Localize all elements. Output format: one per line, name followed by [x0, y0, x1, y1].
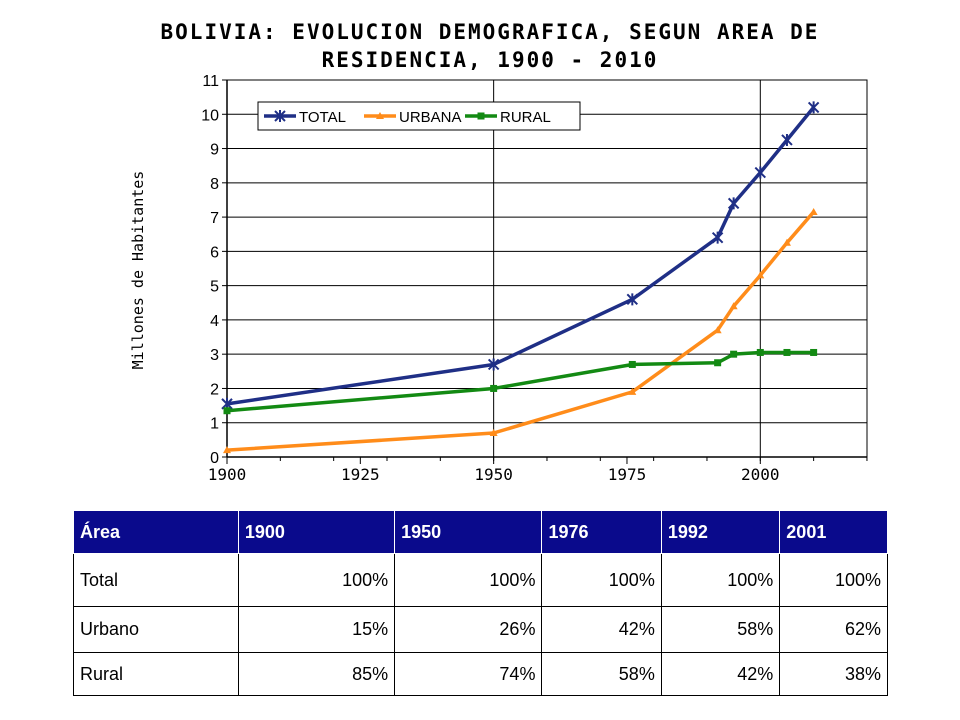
data-point-marker — [781, 133, 793, 146]
data-point-marker — [376, 112, 384, 119]
data-point-marker — [729, 302, 738, 310]
legend-label: RURAL — [500, 109, 551, 126]
table-cell: 26% — [394, 606, 543, 653]
data-point-marker — [756, 271, 765, 279]
legend-box — [257, 101, 581, 131]
data-point-marker — [730, 350, 738, 358]
data-point-marker — [810, 348, 818, 356]
table-header-row: Área 1900 1950 1976 1992 2001 — [73, 510, 888, 554]
data-point-marker — [807, 101, 820, 114]
axes: 0 1 2 3 4 5 6 7 8 9 10 11 1900 1925 1950 1975 2000 — [201, 73, 868, 484]
data-point-marker — [628, 360, 636, 368]
x-tick-label: 1975 — [608, 465, 647, 484]
table-cell: Rural — [73, 652, 239, 696]
data-point-marker — [714, 359, 722, 367]
table-cell: 62% — [779, 606, 888, 653]
data-point-marker — [713, 326, 722, 334]
data-point-marker — [782, 238, 791, 246]
table-header-cell: 1992 — [660, 510, 781, 554]
chart-title-line-1: BOLIVIA: EVOLUCION DEMOGRAFICA, SEGUN AR… — [160, 20, 820, 44]
data-point-marker — [626, 293, 639, 306]
series-rural — [223, 348, 818, 415]
table-cell: 100% — [660, 553, 781, 607]
table-cell: 58% — [660, 606, 781, 653]
data-point-marker — [783, 348, 791, 356]
table-header-cell: 2001 — [779, 510, 888, 554]
y-tick-label: 10 — [201, 107, 219, 124]
table-cell: Total — [73, 553, 239, 607]
data-point-marker — [477, 112, 485, 120]
chart-title-line-2: RESIDENCIA, 1900 - 2010 — [321, 48, 659, 72]
data-point-marker — [487, 358, 500, 371]
table-header-cell: Área — [73, 510, 239, 554]
legend: TOTAL URBANA RURAL — [257, 101, 581, 131]
table-header-cell: 1976 — [541, 510, 662, 554]
table-cell: 100% — [237, 553, 396, 607]
legend-label: TOTAL — [299, 109, 346, 126]
y-tick-label: 5 — [210, 279, 219, 296]
table-cell: 100% — [779, 553, 888, 607]
grid — [226, 79, 868, 458]
table-cell: 85% — [237, 652, 396, 696]
y-axis-label: Millones de Habitantes — [129, 171, 147, 370]
y-tick-label: 6 — [210, 244, 219, 261]
data-point-marker — [809, 207, 818, 215]
table-row: Rural 85% 74% 58% 42% 38% — [73, 652, 888, 696]
data-point-marker — [754, 166, 767, 179]
series-layer — [221, 101, 820, 454]
y-tick-label: 4 — [210, 313, 219, 330]
y-tick-label: 11 — [202, 73, 219, 90]
line-chart: 0 1 2 3 4 5 6 7 8 9 10 11 1900 1925 1950 1975 2000 TOTAL… — [129, 73, 868, 484]
table-header-cell: 1950 — [394, 510, 543, 554]
series-urbana — [223, 207, 818, 454]
data-point-marker — [756, 348, 764, 356]
x-tick-label: 1925 — [341, 465, 380, 484]
table-row: Total 100% 100% 100% 100% 100% — [73, 553, 888, 607]
table-cell: 15% — [237, 606, 396, 653]
y-tick-label: 2 — [210, 381, 219, 398]
table-cell: Urbano — [73, 606, 239, 653]
data-point-marker — [223, 446, 231, 454]
y-tick-label: 7 — [210, 210, 219, 227]
series-line — [226, 210, 815, 452]
legend-label: URBANA — [399, 109, 462, 126]
data-table: Área 1900 1950 1976 1992 2001 Total 100%… — [73, 510, 888, 696]
x-tick-label: 2000 — [741, 465, 780, 484]
table-cell: 100% — [394, 553, 543, 607]
table-cell: 42% — [660, 652, 781, 696]
table-cell: 74% — [394, 652, 543, 696]
table-header-cell: 1900 — [237, 510, 396, 554]
table-cell: 100% — [541, 553, 662, 607]
series-total — [221, 101, 820, 410]
y-tick-label: 8 — [210, 176, 219, 193]
data-point-marker — [628, 387, 637, 395]
y-tick-label: 1 — [210, 416, 219, 433]
data-point-marker — [711, 231, 724, 244]
data-point-marker — [274, 110, 286, 122]
y-tick-label: 9 — [210, 142, 219, 159]
table-cell: 42% — [541, 606, 662, 653]
chart-title: BOLIVIA: EVOLUCION DEMOGRAFICA, SEGUN AR… — [60, 18, 920, 74]
table-cell: 38% — [779, 652, 888, 696]
y-tick-label: 3 — [210, 347, 219, 364]
data-point-marker — [727, 197, 740, 210]
plot-area — [226, 79, 868, 458]
data-point-marker — [490, 384, 498, 392]
data-point-marker — [489, 429, 498, 437]
table-cell: 58% — [541, 652, 662, 696]
y-tick-label: 0 — [210, 450, 219, 467]
series-line — [226, 350, 814, 413]
x-tick-label: 1950 — [474, 465, 513, 484]
x-tick-label: 1900 — [208, 465, 247, 484]
data-point-marker — [223, 407, 231, 415]
table-row: Urbano 15% 26% 42% 58% 62% — [73, 606, 888, 653]
